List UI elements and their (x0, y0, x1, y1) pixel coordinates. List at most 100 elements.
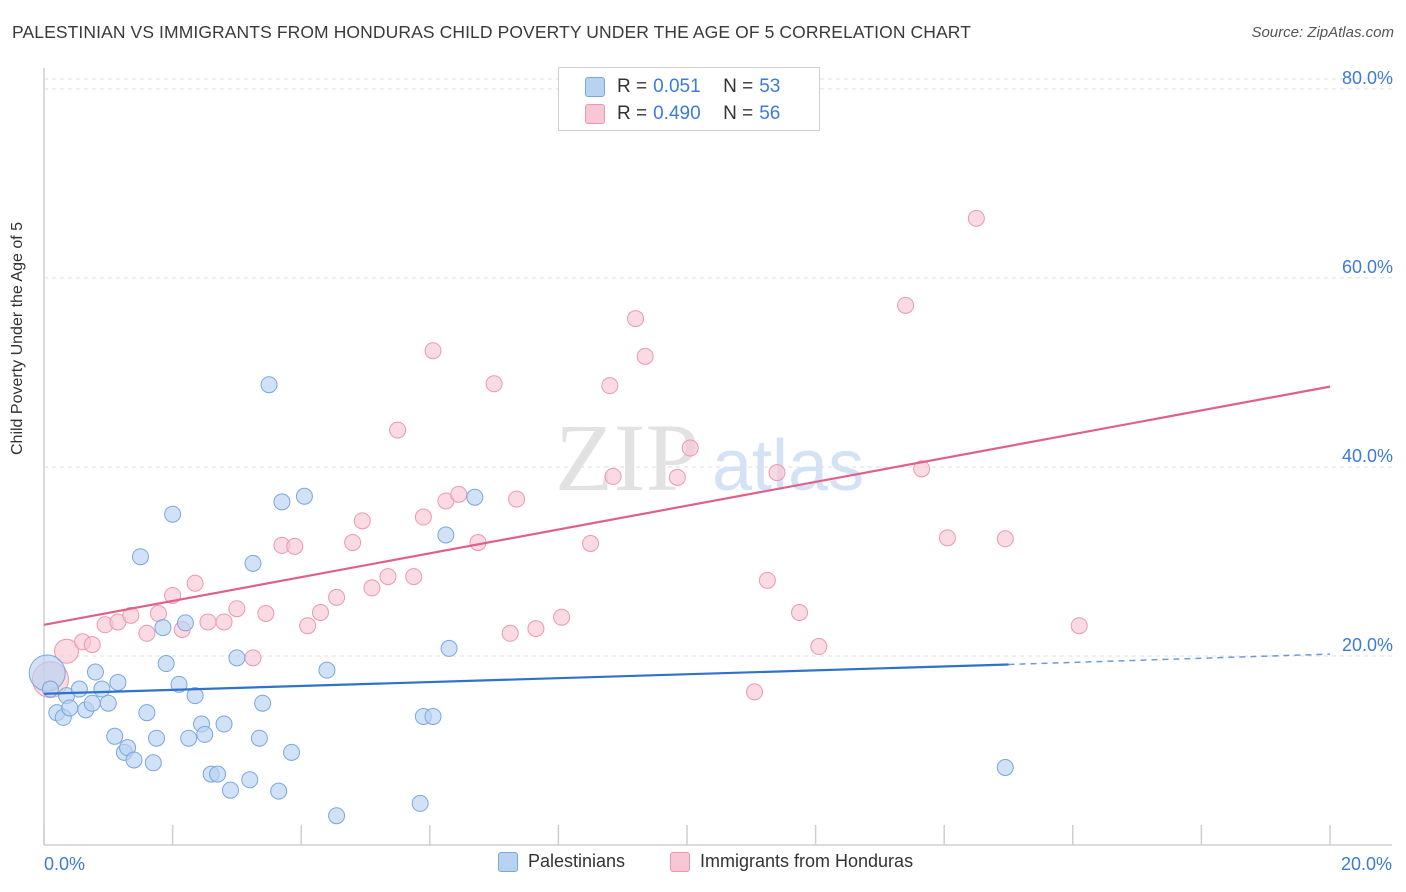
point-palestinians (61, 699, 79, 717)
trend-lines (43, 385, 1331, 695)
gridlines (44, 78, 1392, 657)
point-palestinians (93, 680, 111, 698)
point-honduras (138, 624, 156, 642)
point-honduras (389, 421, 407, 439)
point-palestinians (273, 493, 291, 511)
point-palestinians (157, 655, 175, 673)
point-honduras (1070, 617, 1088, 635)
legend-swatch-pink (585, 104, 605, 124)
point-honduras (414, 508, 432, 526)
point-palestinians (131, 548, 149, 566)
y-tick-label: 80.0% (1342, 68, 1393, 88)
y-axis-label: Child Poverty Under the Age of 5 (9, 221, 26, 455)
legend-n-value: 56 (759, 103, 781, 124)
x-tick-label: 20.0% (1341, 854, 1392, 874)
point-palestinians (209, 765, 227, 783)
bottom-legend-swatch-blue (498, 851, 518, 872)
point-palestinians (164, 505, 182, 523)
point-honduras (810, 638, 828, 656)
point-honduras (450, 485, 468, 503)
point-palestinians (148, 729, 166, 747)
bottom-legend-swatch-pink (670, 851, 690, 872)
point-palestinians (466, 488, 484, 506)
point-honduras (54, 638, 80, 664)
point-honduras (311, 604, 329, 621)
point-palestinians (254, 694, 272, 712)
bottom-legend-palestinians: Palestinians (498, 851, 625, 872)
watermark-atlas: atlas (712, 426, 864, 506)
bottom-legend-label-pink: Immigrants from Honduras (700, 851, 914, 871)
legend-r-value: 0.051 (653, 76, 701, 97)
source-label: Source: ZipAtlas.com (1251, 24, 1394, 41)
point-honduras (424, 342, 442, 360)
tick-labels: 20.0% 40.0% 60.0% 80.0% 0.0% 20.0% (44, 68, 1393, 874)
point-honduras (668, 468, 686, 486)
point-honduras (257, 604, 275, 622)
legend-n-value: 53 (759, 76, 781, 97)
point-honduras (527, 620, 545, 638)
point-honduras (328, 588, 346, 606)
bottom-legend-honduras: Immigrants from Honduras (670, 851, 913, 872)
point-honduras (758, 571, 776, 589)
point-honduras (604, 467, 622, 485)
point-honduras (636, 347, 654, 365)
legend-n-label: N = (723, 76, 754, 97)
point-palestinians (186, 687, 204, 705)
point-honduras (501, 624, 519, 642)
legend-r-value: 0.490 (653, 103, 701, 124)
legend-row-honduras: R = 0.490 N = 56 (585, 102, 780, 126)
point-palestinians (109, 673, 127, 691)
point-honduras (228, 600, 246, 618)
point-palestinians (328, 807, 346, 825)
point-palestinians (106, 727, 124, 745)
y-tick-label: 60.0% (1342, 257, 1393, 277)
point-honduras (681, 439, 699, 457)
trend-line-palestinians (43, 663, 1009, 695)
point-palestinians (221, 781, 239, 799)
point-palestinians (176, 614, 194, 632)
stats-legend: R = 0.051 N = 53 R = 0.490 N = 56 (558, 67, 820, 131)
point-honduras (186, 574, 204, 592)
legend-swatch-blue (585, 77, 605, 97)
point-palestinians (244, 554, 262, 572)
point-honduras (768, 464, 786, 482)
x-tick-label: 0.0% (44, 854, 85, 874)
point-honduras (299, 617, 317, 635)
point-palestinians (99, 694, 117, 712)
point-palestinians (270, 782, 288, 800)
point-honduras (286, 537, 304, 555)
point-palestinians (154, 619, 172, 637)
watermark-zip: ZIP (555, 404, 699, 511)
y-tick-label: 40.0% (1342, 446, 1393, 466)
point-palestinians (86, 663, 104, 681)
bottom-legend-label-blue: Palestinians (528, 851, 626, 871)
point-palestinians (440, 639, 458, 657)
point-palestinians (996, 759, 1014, 776)
point-honduras (363, 579, 381, 597)
legend-r-label: R = (617, 103, 648, 124)
point-palestinians (70, 680, 88, 698)
point-honduras (746, 683, 764, 701)
point-honduras (199, 613, 217, 631)
point-palestinians (170, 675, 188, 693)
legend-n-label: N = (723, 103, 754, 124)
point-palestinians (215, 715, 233, 733)
point-honduras (508, 490, 526, 508)
point-palestinians (228, 649, 246, 667)
point-honduras (353, 512, 371, 530)
point-palestinians (196, 725, 214, 743)
point-honduras (83, 636, 101, 654)
point-honduras (215, 613, 233, 631)
point-palestinians (241, 771, 259, 789)
point-palestinians (138, 704, 156, 722)
point-palestinians (295, 487, 313, 505)
point-honduras (379, 568, 397, 586)
point-honduras (938, 529, 956, 547)
point-palestinians (437, 526, 455, 544)
point-palestinians (250, 729, 268, 747)
point-palestinians (144, 754, 162, 772)
y-tick-label: 20.0% (1342, 635, 1393, 655)
legend-row-palestinians: R = 0.051 N = 53 (585, 75, 780, 99)
point-honduras (244, 649, 262, 667)
